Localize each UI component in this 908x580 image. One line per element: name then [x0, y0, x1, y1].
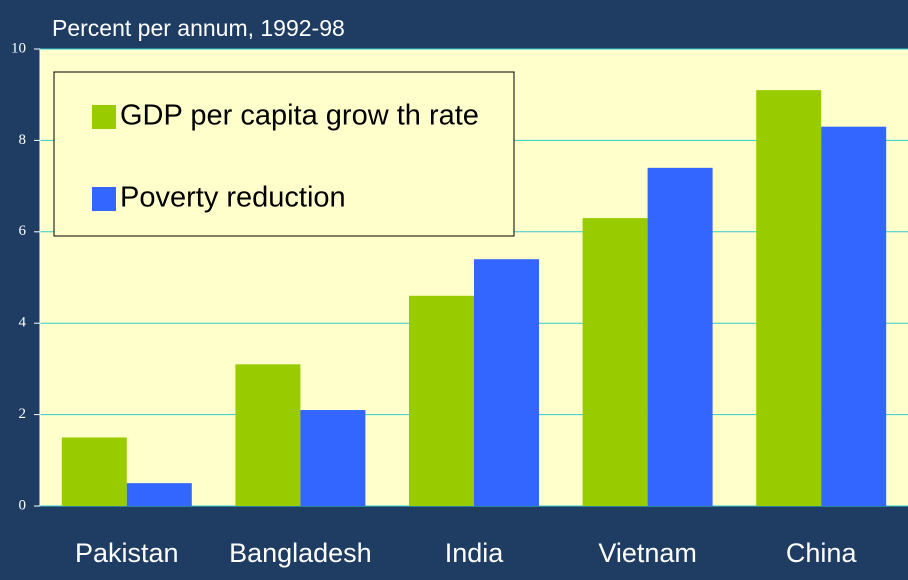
bar [126, 483, 192, 506]
legend-label: Poverty reduction [120, 182, 346, 214]
bar [582, 218, 648, 506]
y-tick-label: 4 [19, 315, 27, 331]
x-tick-label: India [445, 538, 505, 568]
x-tick-label: Pakistan [75, 538, 179, 568]
bar [235, 364, 301, 506]
y-tick-label: 8 [19, 132, 27, 148]
bar [300, 410, 366, 506]
bar [409, 295, 474, 506]
bar [756, 90, 822, 506]
bar [821, 126, 887, 506]
y-tick-label: 10 [11, 40, 26, 56]
legend-swatch [92, 105, 116, 129]
bar [647, 167, 713, 506]
legend-label: GDP per capita grow th rate [120, 100, 479, 132]
legend-swatch [92, 187, 116, 211]
y-tick-label: 2 [19, 406, 27, 422]
x-tick-label: China [786, 538, 858, 568]
y-tick-label: 6 [19, 223, 27, 239]
y-tick-label: 0 [19, 497, 27, 513]
bar [61, 437, 127, 506]
bar [474, 259, 539, 506]
x-tick-label: Vietnam [598, 538, 697, 568]
x-tick-label: Bangladesh [229, 538, 372, 568]
chart-title: Percent per annum, 1992-98 [52, 15, 345, 41]
legend-box [53, 71, 515, 237]
